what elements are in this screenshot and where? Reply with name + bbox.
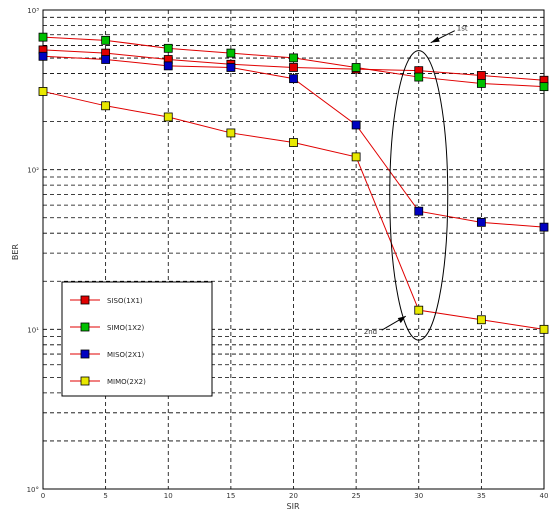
series-point (289, 53, 298, 63)
legend-label: SISO(1X1) (107, 297, 143, 305)
series-point (101, 55, 111, 64)
series-group (38, 32, 549, 334)
x-tick-label: 30 (414, 492, 423, 500)
series-point (414, 206, 424, 216)
y-tick-label: 10² (27, 167, 39, 175)
grid (43, 10, 544, 489)
series-point (539, 222, 549, 232)
series-point (38, 32, 48, 42)
x-tick-label: 10 (164, 492, 173, 500)
series-point (226, 63, 236, 72)
x-tick-labels: 0 5 10 15 20 25 30 35 40 (41, 492, 549, 500)
legend-label: MISO(2X1) (107, 351, 144, 359)
series-point (163, 112, 173, 122)
series-point (476, 217, 486, 227)
y-axis-label: BER (11, 244, 20, 261)
annotations: 1st 2nd (364, 25, 468, 341)
annotation-arrowhead (430, 36, 440, 43)
series-point (163, 61, 173, 71)
legend: SISO(1X1) SIMO(1X2) MISO(2X1) MIMO(2X2) (61, 281, 213, 397)
series-point (289, 74, 298, 84)
legend-label: SIMO(1X2) (107, 324, 144, 332)
x-axis-label: SIR (287, 502, 300, 511)
x-tick-label: 35 (477, 492, 486, 500)
series-point (289, 138, 298, 147)
series-point (226, 128, 236, 138)
x-tick-label: 25 (352, 492, 361, 500)
series-point (539, 82, 549, 92)
series-point (351, 120, 361, 130)
series-point (101, 35, 111, 45)
plot-frame (42, 9, 545, 490)
annotation-label: 1st (457, 25, 468, 33)
series-point (539, 324, 549, 334)
series-point (476, 71, 486, 80)
x-tick-label: 0 (41, 492, 45, 500)
annotation-arrowhead (397, 316, 406, 324)
legend-label: MIMO(2X2) (107, 378, 146, 386)
series-point (414, 72, 424, 82)
x-tick-label: 5 (103, 492, 107, 500)
y-tick-label: 10¹ (27, 326, 39, 334)
series-point (351, 63, 361, 72)
annotation-label: 2nd (364, 328, 377, 336)
series-point (38, 51, 48, 61)
y-tick-labels: 10° 10¹ 10² 10³ (27, 7, 40, 494)
series-point (38, 87, 48, 96)
legend-marker (80, 322, 90, 332)
y-tick-label: 10³ (27, 7, 39, 15)
legend-marker (80, 376, 90, 386)
x-tick-label: 20 (289, 492, 298, 500)
series-point (414, 305, 424, 315)
highlight-ellipse (389, 50, 449, 341)
series-point (101, 101, 111, 111)
legend-marker (80, 295, 90, 305)
series-point (351, 152, 361, 162)
x-tick-label: 15 (226, 492, 235, 500)
series-point (289, 63, 298, 72)
series-point (226, 48, 236, 58)
series-point (163, 43, 173, 53)
y-tick-label: 10° (27, 486, 39, 494)
legend-marker (80, 349, 90, 359)
series-point (476, 315, 486, 325)
series-point (476, 79, 486, 88)
x-tick-label: 40 (540, 492, 549, 500)
